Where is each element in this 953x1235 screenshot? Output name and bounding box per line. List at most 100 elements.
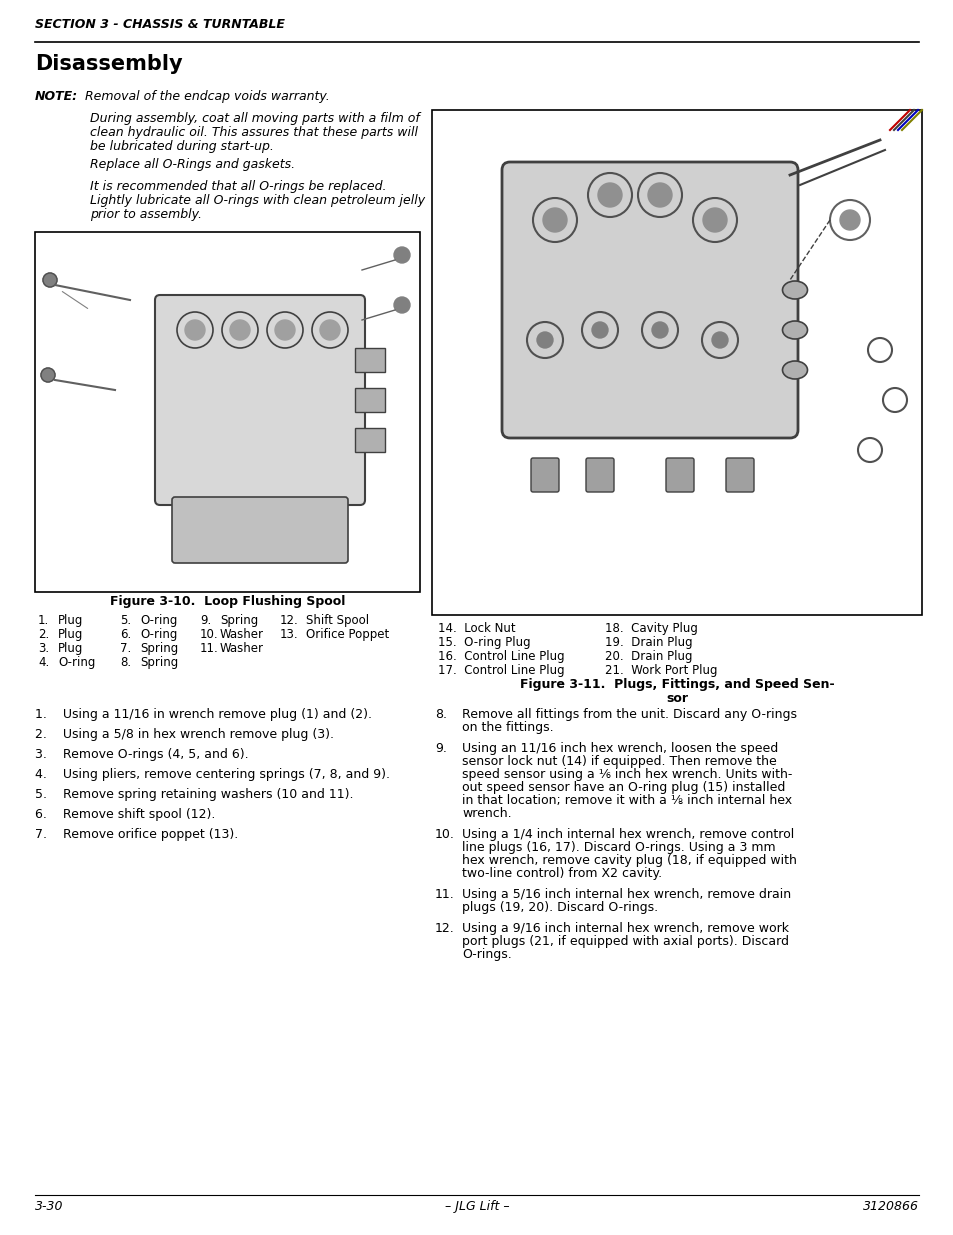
Ellipse shape [781,282,806,299]
Circle shape [702,207,726,232]
Circle shape [230,320,250,340]
Text: be lubricated during start-up.: be lubricated during start-up. [90,140,274,153]
Text: 7.: 7. [120,642,132,655]
Text: 9.: 9. [200,614,211,627]
Text: out speed sensor have an O-ring plug (15) installed: out speed sensor have an O-ring plug (15… [461,781,784,794]
Circle shape [319,320,339,340]
Text: Using a 5/16 inch internal hex wrench, remove drain: Using a 5/16 inch internal hex wrench, r… [461,888,790,902]
Circle shape [185,320,205,340]
Text: 6.: 6. [120,629,132,641]
Text: Removal of the endcap voids warranty.: Removal of the endcap voids warranty. [77,90,330,103]
Text: 5.: 5. [120,614,131,627]
Text: 4.: 4. [38,656,50,669]
Circle shape [394,296,410,312]
Circle shape [647,183,671,207]
Text: 17.  Control Line Plug: 17. Control Line Plug [437,664,564,677]
Text: Replace all O-Rings and gaskets.: Replace all O-Rings and gaskets. [90,158,294,170]
Text: Plug: Plug [58,642,83,655]
Text: NOTE:: NOTE: [35,90,78,103]
Text: 5.    Remove spring retaining washers (10 and 11).: 5. Remove spring retaining washers (10 a… [35,788,354,802]
Text: Plug: Plug [58,629,83,641]
Text: O-ring: O-ring [140,629,177,641]
Text: 3.    Remove O-rings (4, 5, and 6).: 3. Remove O-rings (4, 5, and 6). [35,748,249,761]
Text: Figure 3-11.  Plugs, Fittings, and Speed Sen-: Figure 3-11. Plugs, Fittings, and Speed … [519,678,834,692]
Text: 6.    Remove shift spool (12).: 6. Remove shift spool (12). [35,808,215,821]
Text: During assembly, coat all moving parts with a film of: During assembly, coat all moving parts w… [90,112,419,125]
Text: 11.: 11. [435,888,455,902]
Text: sor: sor [665,692,687,705]
Text: 20.  Drain Plug: 20. Drain Plug [604,650,692,663]
FancyBboxPatch shape [531,458,558,492]
Circle shape [542,207,566,232]
FancyBboxPatch shape [172,496,348,563]
Circle shape [43,273,57,287]
Text: Washer: Washer [220,629,264,641]
Bar [35,232,419,592]
FancyBboxPatch shape [501,162,797,438]
Text: Spring: Spring [140,642,178,655]
Text: 14.  Lock Nut: 14. Lock Nut [437,622,515,635]
Bar [355,388,385,412]
Text: plugs (19, 20). Discard O-rings.: plugs (19, 20). Discard O-rings. [461,902,658,914]
Circle shape [840,210,859,230]
Text: Shift Spool: Shift Spool [306,614,369,627]
Text: 21.  Work Port Plug: 21. Work Port Plug [604,664,717,677]
Text: 3-30: 3-30 [35,1200,64,1213]
Text: 2.    Using a 5/8 in hex wrench remove plug (3).: 2. Using a 5/8 in hex wrench remove plug… [35,727,334,741]
Text: sensor lock nut (14) if equipped. Then remove the: sensor lock nut (14) if equipped. Then r… [461,755,776,768]
Text: SECTION 3 - CHASSIS & TURNTABLE: SECTION 3 - CHASSIS & TURNTABLE [35,19,285,31]
Text: O-rings.: O-rings. [461,948,511,961]
Text: It is recommended that all O-rings be replaced.: It is recommended that all O-rings be re… [90,180,386,193]
Text: 10.: 10. [200,629,218,641]
Text: speed sensor using a ⅙ inch hex wrench. Units with-: speed sensor using a ⅙ inch hex wrench. … [461,768,792,781]
Circle shape [537,332,553,348]
Text: on the fittings.: on the fittings. [461,721,553,734]
Text: 12.: 12. [280,614,298,627]
Text: Washer: Washer [220,642,264,655]
Text: 4.    Using pliers, remove centering springs (7, 8, and 9).: 4. Using pliers, remove centering spring… [35,768,390,781]
FancyBboxPatch shape [154,295,365,505]
Circle shape [41,368,55,382]
FancyBboxPatch shape [585,458,614,492]
Text: Figure 3-10.  Loop Flushing Spool: Figure 3-10. Loop Flushing Spool [110,595,345,608]
Circle shape [711,332,727,348]
Text: 9.: 9. [435,742,446,755]
Text: 1.    Using a 11/16 in wrench remove plug (1) and (2).: 1. Using a 11/16 in wrench remove plug (… [35,708,372,721]
Text: O-ring: O-ring [58,656,95,669]
Text: 19.  Drain Plug: 19. Drain Plug [604,636,692,650]
Text: 10.: 10. [435,827,455,841]
Text: Spring: Spring [220,614,258,627]
Circle shape [598,183,621,207]
Circle shape [592,322,607,338]
Text: 2.: 2. [38,629,50,641]
Text: – JLG Lift –: – JLG Lift – [444,1200,509,1213]
Text: 8.: 8. [120,656,131,669]
Text: 3.: 3. [38,642,49,655]
Bar [355,348,385,372]
Text: 3120866: 3120866 [862,1200,918,1213]
Bar [432,110,921,615]
Ellipse shape [781,321,806,338]
Text: Using a 9/16 inch internal hex wrench, remove work: Using a 9/16 inch internal hex wrench, r… [461,923,788,935]
Circle shape [651,322,667,338]
Text: Remove all fittings from the unit. Discard any O-rings: Remove all fittings from the unit. Disca… [461,708,796,721]
Text: O-ring: O-ring [140,614,177,627]
Text: 8.: 8. [435,708,447,721]
Ellipse shape [781,361,806,379]
Text: Using an 11/16 inch hex wrench, loosen the speed: Using an 11/16 inch hex wrench, loosen t… [461,742,778,755]
Text: 16.  Control Line Plug: 16. Control Line Plug [437,650,564,663]
Bar [355,429,385,452]
Text: 12.: 12. [435,923,455,935]
Circle shape [274,320,294,340]
Text: Disassembly: Disassembly [35,54,182,74]
Text: prior to assembly.: prior to assembly. [90,207,202,221]
Text: 15.  O-ring Plug: 15. O-ring Plug [437,636,530,650]
FancyBboxPatch shape [665,458,693,492]
FancyBboxPatch shape [725,458,753,492]
Text: line plugs (16, 17). Discard O-rings. Using a 3 mm: line plugs (16, 17). Discard O-rings. Us… [461,841,775,853]
Text: Spring: Spring [140,656,178,669]
Text: in that location; remove it with a ⅛ inch internal hex: in that location; remove it with a ⅛ inc… [461,794,791,806]
Text: 13.: 13. [280,629,298,641]
Circle shape [394,247,410,263]
Text: 7.    Remove orifice poppet (13).: 7. Remove orifice poppet (13). [35,827,238,841]
